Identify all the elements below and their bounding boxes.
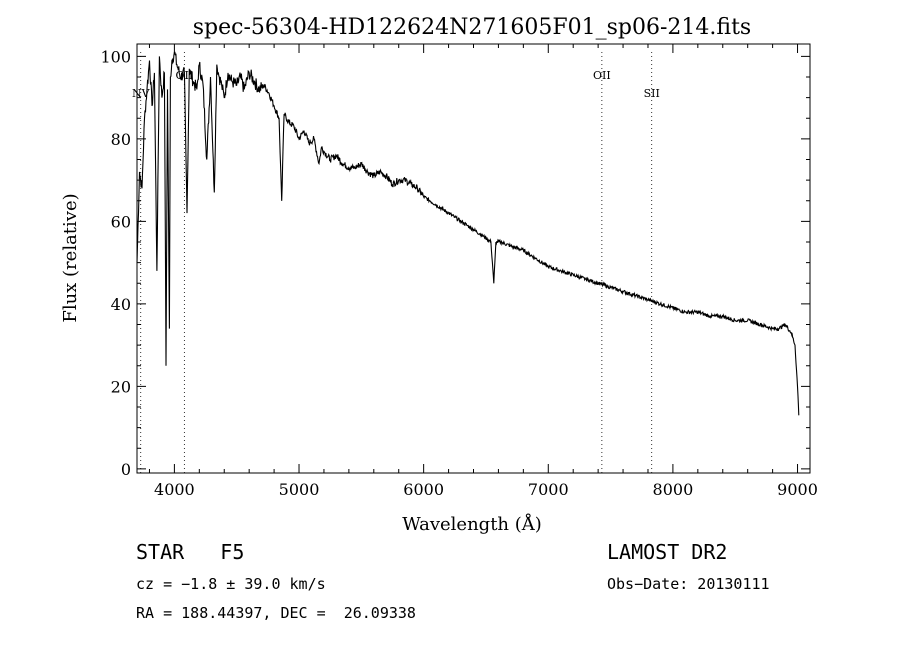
line-marker-label: SII (644, 87, 660, 100)
spectrum-line (136, 51, 800, 416)
x-tick-label: 5000 (279, 480, 320, 499)
y-tick-label: 80 (111, 130, 131, 149)
y-tick-label: 40 (111, 295, 131, 314)
class-label: STAR (136, 540, 185, 564)
y-axis-label: Flux (relative) (60, 193, 81, 322)
plot-frame (136, 43, 811, 474)
tick-marks (137, 44, 810, 473)
y-tick-label: 0 (121, 460, 131, 479)
survey-label: LAMOST DR2 (607, 540, 728, 564)
x-tick-label: 6000 (403, 480, 444, 499)
subclass-label: F5 (220, 540, 245, 564)
object-class: STAR F5 (136, 540, 244, 564)
line-marker-label: OII (593, 69, 611, 82)
y-tick-label: 20 (111, 377, 131, 396)
x-tick-label: 8000 (653, 480, 694, 499)
coordinates-label: RA = 188.44397, DEC = 26.09338 (136, 604, 416, 622)
x-tick-label: 4000 (154, 480, 195, 499)
tick-labels: 4000 5000 6000 7000 8000 9000 0 20 40 60 80 100 (100, 47, 817, 499)
redshift-label: cz = −1.8 ± 39.0 km/s (136, 575, 326, 593)
y-tick-label: 60 (111, 212, 131, 231)
chart-title: spec-56304-HD122624N271605F01_sp06-214.f… (193, 15, 751, 40)
x-axis-label: Wavelength (Å) (402, 513, 542, 535)
y-tick-label: 100 (100, 47, 131, 66)
x-tick-label: 9000 (777, 480, 818, 499)
x-tick-label: 7000 (528, 480, 569, 499)
line-marker-label: NV (132, 87, 151, 100)
obs-date-label: Obs−Date: 20130111 (607, 575, 770, 593)
